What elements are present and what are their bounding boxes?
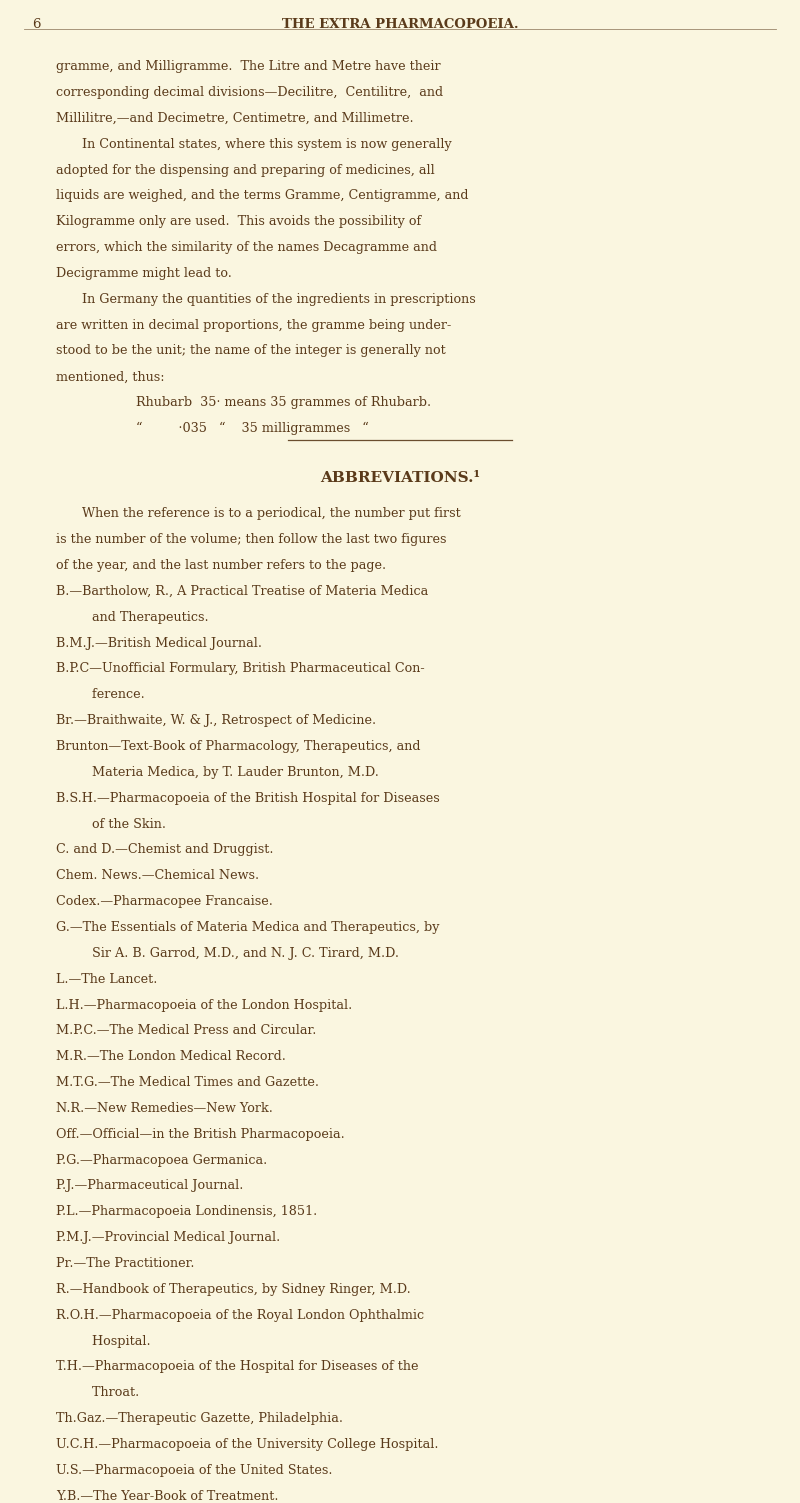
Text: liquids are weighed, and the terms Gramme, Centigramme, and: liquids are weighed, and the terms Gramm… [56, 189, 469, 203]
Text: Sir A. B. Garrod, M.D., and N. J. C. Tirard, M.D.: Sir A. B. Garrod, M.D., and N. J. C. Tir… [76, 947, 399, 960]
Text: corresponding decimal divisions—Decilitre,  Centilitre,  and: corresponding decimal divisions—Decilitr… [56, 86, 443, 99]
Text: adopted for the dispensing and preparing of medicines, all: adopted for the dispensing and preparing… [56, 164, 434, 176]
Text: T.H.—Pharmacopoeia of the Hospital for Diseases of the: T.H.—Pharmacopoeia of the Hospital for D… [56, 1360, 418, 1374]
Text: “         ·035   “    35 milligrammes   “: “ ·035 “ 35 milligrammes “ [136, 422, 369, 436]
Text: of the Skin.: of the Skin. [76, 818, 166, 831]
Text: of the year, and the last number refers to the page.: of the year, and the last number refers … [56, 559, 386, 573]
Text: B.S.H.—Pharmacopoeia of the British Hospital for Diseases: B.S.H.—Pharmacopoeia of the British Hosp… [56, 792, 440, 804]
Text: When the reference is to a periodical, the number put first: When the reference is to a periodical, t… [82, 508, 460, 520]
Text: 6: 6 [32, 18, 41, 32]
Text: Codex.—Pharmacopee Francaise.: Codex.—Pharmacopee Francaise. [56, 896, 273, 908]
Text: In Continental states, where this system is now generally: In Continental states, where this system… [82, 138, 451, 150]
Text: G.—The Essentials of Materia Medica and Therapeutics, by: G.—The Essentials of Materia Medica and … [56, 921, 439, 933]
Text: L.—The Lancet.: L.—The Lancet. [56, 972, 158, 986]
Text: C. and D.—Chemist and Druggist.: C. and D.—Chemist and Druggist. [56, 843, 274, 857]
Text: M.R.—The London Medical Record.: M.R.—The London Medical Record. [56, 1051, 286, 1063]
Text: In Germany the quantities of the ingredients in prescriptions: In Germany the quantities of the ingredi… [82, 293, 475, 305]
Text: P.L.—Pharmacopoeia Londinensis, 1851.: P.L.—Pharmacopoeia Londinensis, 1851. [56, 1205, 318, 1219]
Text: Th.Gaz.—Therapeutic Gazette, Philadelphia.: Th.Gaz.—Therapeutic Gazette, Philadelphi… [56, 1413, 343, 1425]
Text: is the number of the volume; then follow the last two figures: is the number of the volume; then follow… [56, 534, 446, 546]
Text: Materia Medica, by T. Lauder Brunton, M.D.: Materia Medica, by T. Lauder Brunton, M.… [76, 767, 379, 779]
Text: Hospital.: Hospital. [76, 1335, 150, 1348]
Text: gramme, and Milligramme.  The Litre and Metre have their: gramme, and Milligramme. The Litre and M… [56, 60, 441, 74]
Text: Off.—Official—in the British Pharmacopoeia.: Off.—Official—in the British Pharmacopoe… [56, 1127, 345, 1141]
Text: Chem. News.—Chemical News.: Chem. News.—Chemical News. [56, 869, 259, 882]
Text: and Therapeutics.: and Therapeutics. [76, 610, 209, 624]
Text: B.M.J.—British Medical Journal.: B.M.J.—British Medical Journal. [56, 637, 262, 649]
Text: P.J.—Pharmaceutical Journal.: P.J.—Pharmaceutical Journal. [56, 1180, 243, 1192]
Text: Rhubarb  35· means 35 grammes of Rhubarb.: Rhubarb 35· means 35 grammes of Rhubarb. [136, 397, 431, 409]
Text: Decigramme might lead to.: Decigramme might lead to. [56, 268, 232, 280]
Text: Pr.—The Practitioner.: Pr.—The Practitioner. [56, 1257, 194, 1270]
Text: L.H.—Pharmacopoeia of the London Hospital.: L.H.—Pharmacopoeia of the London Hospita… [56, 998, 352, 1012]
Text: stood to be the unit; the name of the integer is generally not: stood to be the unit; the name of the in… [56, 344, 446, 358]
Text: N.R.—New Remedies—New York.: N.R.—New Remedies—New York. [56, 1102, 273, 1115]
Text: P.G.—Pharmacopoea Germanica.: P.G.—Pharmacopoea Germanica. [56, 1154, 267, 1166]
Text: B.—Bartholow, R., A Practical Treatise of Materia Medica: B.—Bartholow, R., A Practical Treatise o… [56, 585, 428, 598]
Text: Br.—Braithwaite, W. & J., Retrospect of Medicine.: Br.—Braithwaite, W. & J., Retrospect of … [56, 714, 376, 727]
Text: Kilogramme only are used.  This avoids the possibility of: Kilogramme only are used. This avoids th… [56, 215, 422, 228]
Text: R.—Handbook of Therapeutics, by Sidney Ringer, M.D.: R.—Handbook of Therapeutics, by Sidney R… [56, 1284, 410, 1296]
Text: Throat.: Throat. [76, 1386, 139, 1399]
Text: U.C.H.—Pharmacopoeia of the University College Hospital.: U.C.H.—Pharmacopoeia of the University C… [56, 1438, 438, 1450]
Text: THE EXTRA PHARMACOPOEIA.: THE EXTRA PHARMACOPOEIA. [282, 18, 518, 32]
Text: M.P.C.—The Medical Press and Circular.: M.P.C.—The Medical Press and Circular. [56, 1025, 316, 1037]
Text: errors, which the similarity of the names Decagramme and: errors, which the similarity of the name… [56, 240, 437, 254]
Text: P.M.J.—Provincial Medical Journal.: P.M.J.—Provincial Medical Journal. [56, 1231, 280, 1244]
Text: Millilitre,—and Decimetre, Centimetre, and Millimetre.: Millilitre,—and Decimetre, Centimetre, a… [56, 111, 414, 125]
Text: are written in decimal proportions, the gramme being under-: are written in decimal proportions, the … [56, 319, 451, 332]
Text: Brunton—Text-Book of Pharmacology, Therapeutics, and: Brunton—Text-Book of Pharmacology, Thera… [56, 739, 421, 753]
Text: ference.: ference. [76, 688, 145, 702]
Text: U.S.—Pharmacopoeia of the United States.: U.S.—Pharmacopoeia of the United States. [56, 1464, 333, 1477]
Text: ABBREVIATIONS.¹: ABBREVIATIONS.¹ [320, 470, 480, 485]
Text: mentioned, thus:: mentioned, thus: [56, 370, 165, 383]
Text: M.T.G.—The Medical Times and Gazette.: M.T.G.—The Medical Times and Gazette. [56, 1076, 319, 1090]
Text: R.O.H.—Pharmacopoeia of the Royal London Ophthalmic: R.O.H.—Pharmacopoeia of the Royal London… [56, 1309, 424, 1321]
Text: B.P.C—Unofficial Formulary, British Pharmaceutical Con-: B.P.C—Unofficial Formulary, British Phar… [56, 663, 425, 675]
Text: Y.B.—The Year-Book of Treatment.: Y.B.—The Year-Book of Treatment. [56, 1489, 278, 1503]
